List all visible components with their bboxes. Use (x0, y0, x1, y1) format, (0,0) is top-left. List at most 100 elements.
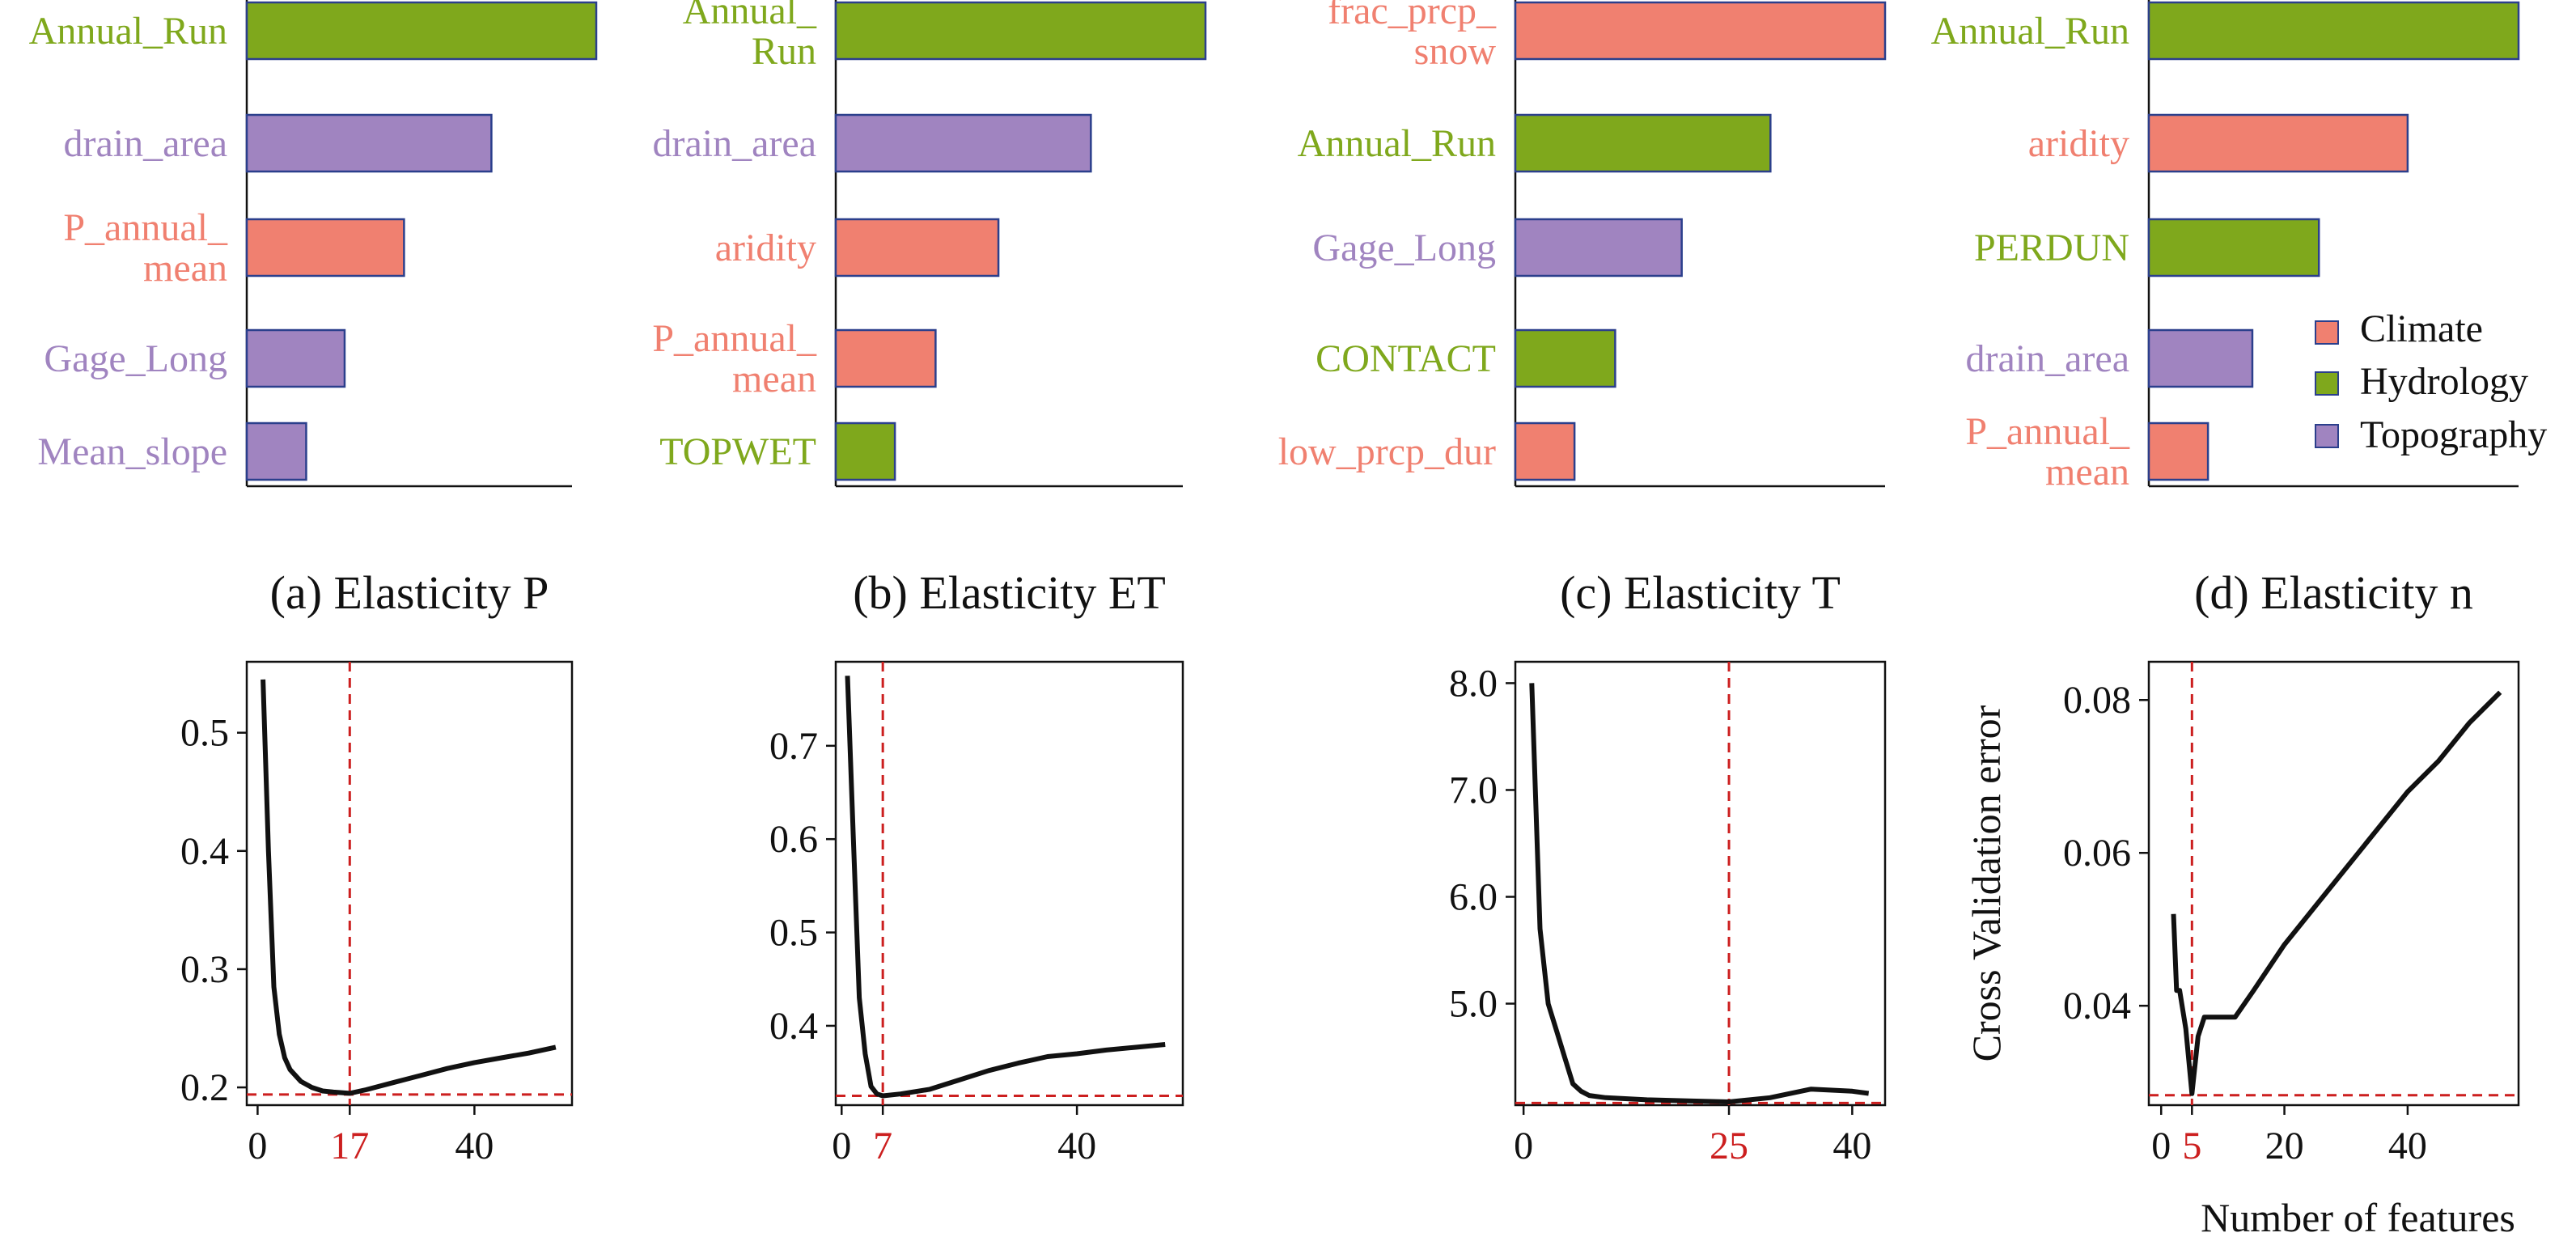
bar (1514, 422, 1576, 481)
bar (245, 422, 307, 481)
bar-label: snow (1414, 30, 1497, 73)
bar-label: Annual_Run (1298, 122, 1496, 165)
bar-panels: Annual_Rundrain_areaP_annual_meanGage_Lo… (29, 0, 2520, 494)
bar-label: Gage_Long (44, 337, 227, 380)
bar-label: aridity (715, 227, 816, 269)
y-tick-label: 7.0 (1449, 769, 1498, 811)
y-tick-label: 6.0 (1449, 876, 1498, 919)
x-tick-label: 40 (455, 1125, 494, 1167)
bar (834, 1, 1207, 61)
legend-swatch-climate (2315, 320, 2339, 345)
x-tick-label: 40 (2388, 1125, 2427, 1167)
bar-label: mean (2045, 451, 2129, 494)
y-tick-label: 8.0 (1449, 662, 1498, 705)
bar-label: TOPWET (659, 430, 816, 473)
y-tick-label: 0.5 (769, 912, 818, 955)
bar-panel-c: frac_prcp_snow Annual_Run Gage_Long CONTACT… (1278, 0, 1887, 488)
bar-label: CONTACT (1316, 337, 1496, 380)
bar-label: low_prcp_dur (1278, 430, 1496, 473)
cv-error-curve (2171, 690, 2502, 1096)
x-tick-label: 0 (832, 1125, 851, 1167)
x-tick-label: 0 (2151, 1125, 2171, 1167)
cv-error-curve (1529, 683, 1870, 1104)
y-tick-label: 0.6 (769, 818, 818, 861)
bar-label: mean (732, 358, 816, 400)
plot-frame (2147, 660, 2520, 1107)
optimal-feature-count-label: 5 (2182, 1125, 2201, 1167)
optimal-feature-count-label: 7 (873, 1125, 892, 1167)
cv-panel-b: (b) Elasticity ET 0.4 0.5 0.6 0.7 0 7 40 (769, 566, 1184, 1167)
bar (1514, 1, 1887, 61)
bar (1514, 113, 1772, 173)
bar (834, 422, 896, 481)
bar-label: mean (143, 247, 227, 290)
y-tick-label: 0.3 (180, 948, 229, 991)
y-tick-label: 5.0 (1449, 983, 1498, 1026)
bar (834, 328, 937, 388)
cv-panel-d: (d) Elasticity n 0.04 0.06 0.08 0 5 20 40 Cross … (1964, 566, 2520, 1237)
legend-label-topography: Topography (2360, 413, 2547, 456)
bar (245, 113, 493, 173)
x-tick-label: 40 (1832, 1125, 1871, 1167)
bar-label: Annual_Run (29, 10, 227, 53)
optimal-feature-count-label: 25 (1710, 1125, 1748, 1167)
y-tick-label: 0.06 (2063, 832, 2131, 875)
legend-swatch-topography (2315, 424, 2339, 448)
bar (2147, 328, 2254, 388)
bar-label: aridity (2028, 122, 2129, 165)
bar-label: Annual_ (683, 0, 817, 32)
bar-label: P_annual_ (1965, 410, 2130, 453)
bar (834, 218, 1000, 277)
line-panels: (a) Elasticity P0.20.30.40.50 17 40(b) Ela… (180, 566, 2520, 1237)
panel-title: (a) Elasticity P (270, 566, 549, 619)
panel-title: (d) Elasticity n (2194, 566, 2473, 619)
bar (1514, 218, 1683, 277)
bar (2147, 422, 2210, 481)
plot-frame (834, 660, 1184, 1107)
cv-error-curve (845, 676, 1166, 1099)
cv-error-curve (261, 679, 557, 1096)
bar (1514, 328, 1616, 388)
cv-panel-c: (c) Elasticity T 5.0 6.0 7.0 8.0 0 25 40 (1449, 566, 1887, 1167)
bar (245, 218, 405, 277)
optimal-feature-count-label: 17 (330, 1125, 369, 1167)
bar-label: PERDUN (1974, 227, 2129, 269)
y-tick-label: 0.2 (180, 1066, 229, 1109)
plot-frame (1514, 660, 1887, 1107)
bar-label: Mean_slope (37, 430, 227, 473)
bar-label: Gage_Long (1312, 227, 1496, 269)
bar (834, 113, 1092, 173)
legend-label-climate: Climate (2360, 307, 2483, 350)
bar (2147, 1, 2520, 61)
bar-label: Annual_Run (1931, 10, 2129, 53)
bar-label: P_annual_ (652, 317, 817, 360)
panel-title: (c) Elasticity T (1560, 566, 1841, 619)
x-axis-label: Number of features (2201, 1195, 2515, 1237)
x-tick-label: 40 (1057, 1125, 1096, 1167)
x-tick-label: 20 (2265, 1125, 2304, 1167)
plot-frame (245, 660, 574, 1107)
bar (2147, 218, 2320, 277)
x-tick-label: 0 (1514, 1125, 1533, 1167)
y-tick-label: 0.04 (2063, 985, 2131, 1027)
bar-panel-a: Annual_Run drain_area P_annual_mean Gage_Lo… (29, 0, 598, 488)
y-axis-label: Cross Validation error (1964, 705, 2009, 1061)
cv-panel-a: (a) Elasticity P 0.2 0.3 0.4 0.5 0 17 40 (180, 566, 574, 1167)
bar-label: drain_area (63, 122, 227, 165)
bar (245, 328, 346, 388)
bar (245, 1, 598, 61)
bar-label: drain_area (1965, 337, 2129, 380)
legend-label-hydrology: Hydrology (2360, 360, 2528, 403)
bar-label: frac_prcp_ (1328, 0, 1497, 32)
legend: Climate Hydrology Topography (2315, 307, 2547, 456)
y-tick-label: 0.5 (180, 712, 229, 755)
y-tick-label: 0.4 (180, 830, 229, 873)
bar-label: Run (752, 30, 816, 73)
y-tick-label: 0.08 (2063, 679, 2131, 722)
bar-label: drain_area (652, 122, 816, 165)
y-tick-label: 0.7 (769, 725, 818, 768)
bar (2147, 113, 2409, 173)
